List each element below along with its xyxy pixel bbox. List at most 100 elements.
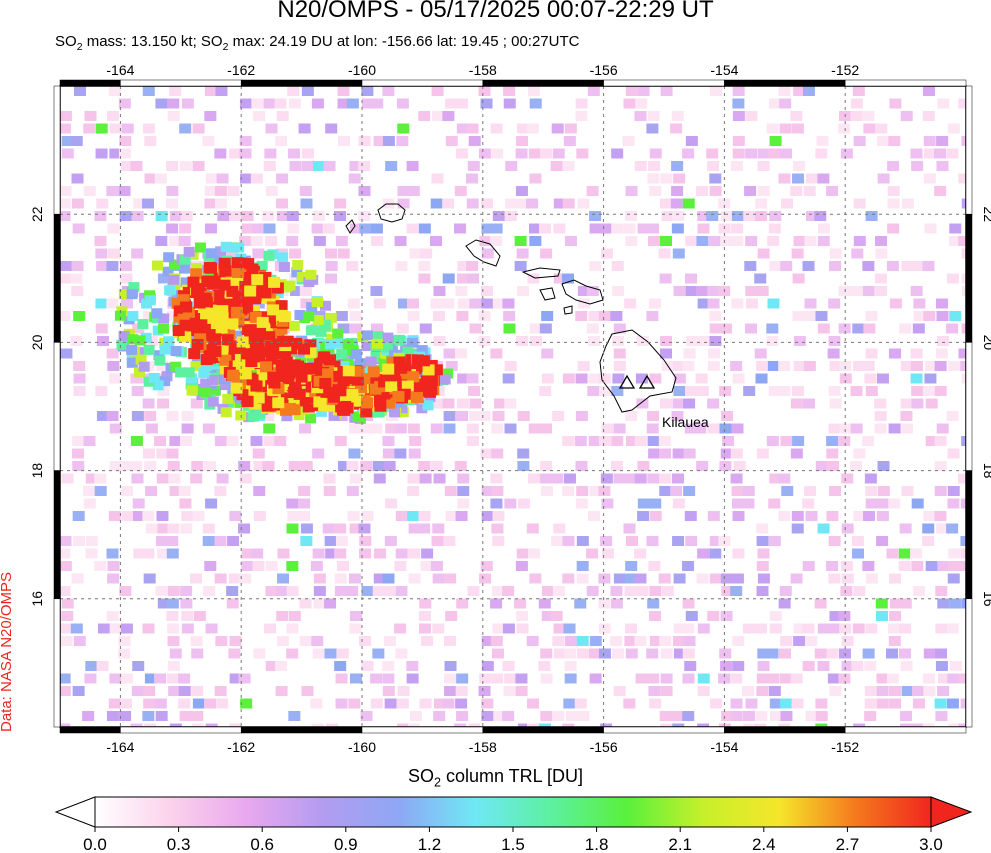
so2-pixel [456, 598, 469, 609]
so2-pixel [622, 136, 635, 146]
so2-pixel [575, 461, 588, 471]
lon-tick-bottom: -164 [106, 739, 134, 755]
so2-pixel [372, 461, 385, 471]
so2-pixel [564, 648, 577, 659]
so2-pixel [395, 648, 408, 659]
so2-pixel [480, 561, 493, 571]
plume-halo-pixel [342, 339, 354, 350]
so2-pixel [562, 273, 575, 284]
so2-pixel [888, 636, 901, 646]
so2-pixel [85, 661, 98, 671]
so2-pixel [730, 448, 743, 459]
so2-pixel [191, 686, 204, 696]
so2-pixel [142, 511, 155, 521]
so2-pixel [673, 173, 686, 184]
plume-halo-pixel [116, 339, 128, 350]
so2-pixel [454, 461, 467, 471]
so2-pixel [190, 636, 203, 646]
so2-pixel [804, 298, 817, 309]
so2-pixel [961, 248, 966, 259]
so2-pixel [673, 648, 686, 659]
plume-halo-pixel [179, 254, 191, 265]
so2-pixel [935, 586, 948, 596]
plume-halo-pixel [206, 375, 218, 386]
so2-pixel [648, 448, 661, 459]
so2-pixel [445, 361, 458, 371]
plume-core-pixel [177, 313, 190, 325]
so2-pixel [118, 148, 131, 159]
so2-pixel [469, 398, 482, 409]
so2-pixel [539, 148, 552, 159]
so2-pixel [946, 623, 959, 634]
so2-pixel [600, 223, 613, 234]
so2-pixel [145, 523, 158, 534]
so2-pixel [504, 673, 517, 684]
plume-core-pixel [239, 368, 252, 380]
so2-pixel [660, 336, 673, 346]
so2-pixel [311, 723, 324, 727]
plume-halo-pixel [153, 350, 165, 361]
so2-pixel [598, 436, 611, 446]
so2-pixel [106, 348, 119, 359]
so2-pixel [468, 723, 481, 727]
so2-pixel [502, 661, 515, 671]
so2-pixel [685, 136, 698, 146]
so2-pixel [407, 473, 420, 484]
so2-pixel [60, 586, 71, 596]
so2-pixel [696, 461, 709, 471]
so2-pixel [301, 161, 314, 171]
so2-pixel [394, 448, 407, 459]
so2-pixel [481, 486, 494, 496]
plume-halo-pixel [185, 373, 197, 384]
so2-pixel [397, 123, 410, 134]
top-frame-segment [724, 79, 846, 87]
so2-pixel [732, 148, 745, 159]
so2-pixel [613, 573, 626, 584]
plume-halo-pixel [360, 367, 372, 378]
so2-pixel [649, 636, 662, 646]
so2-pixel [493, 398, 506, 409]
so2-pixel [370, 423, 383, 434]
so2-pixel [936, 336, 949, 346]
so2-pixel [130, 461, 143, 471]
so2-pixel [598, 648, 611, 659]
so2-pixel [516, 548, 529, 559]
so2-pixel [455, 698, 468, 709]
so2-pixel [707, 298, 720, 309]
so2-pixel [409, 248, 422, 259]
so2-pixel [779, 123, 792, 134]
so2-pixel [433, 711, 446, 721]
plume-halo-pixel [303, 277, 315, 288]
plume-core-pixel [397, 370, 410, 382]
so2-pixel [912, 686, 925, 696]
so2-pixel [960, 361, 966, 371]
so2-pixel [898, 561, 911, 571]
plume-core-pixel [374, 400, 387, 412]
so2-pixel [263, 98, 276, 109]
so2-pixel [624, 586, 637, 596]
so2-pixel [637, 223, 650, 234]
so2-pixel [274, 98, 287, 109]
so2-pixel [709, 536, 722, 546]
so2-pixel [886, 648, 899, 659]
so2-pixel [457, 486, 470, 496]
so2-pixel [359, 548, 372, 559]
plume-core-pixel [191, 338, 204, 350]
so2-pixel [793, 236, 806, 246]
plume-core-pixel [384, 370, 397, 382]
so2-pixel [805, 173, 818, 184]
plume-core-pixel [179, 319, 192, 331]
so2-pixel [624, 473, 637, 484]
so2-pixel [911, 398, 924, 409]
so2-pixel [431, 86, 444, 96]
so2-pixel [287, 86, 300, 96]
so2-pixel [790, 448, 803, 459]
so2-pixel [289, 248, 302, 259]
so2-pixel-layer [60, 86, 966, 727]
so2-pixel [613, 423, 626, 434]
so2-pixel [527, 86, 540, 96]
so2-pixel [889, 573, 902, 584]
so2-pixel [745, 111, 758, 121]
plume-halo-pixel [305, 325, 317, 336]
so2-pixel [168, 686, 181, 696]
